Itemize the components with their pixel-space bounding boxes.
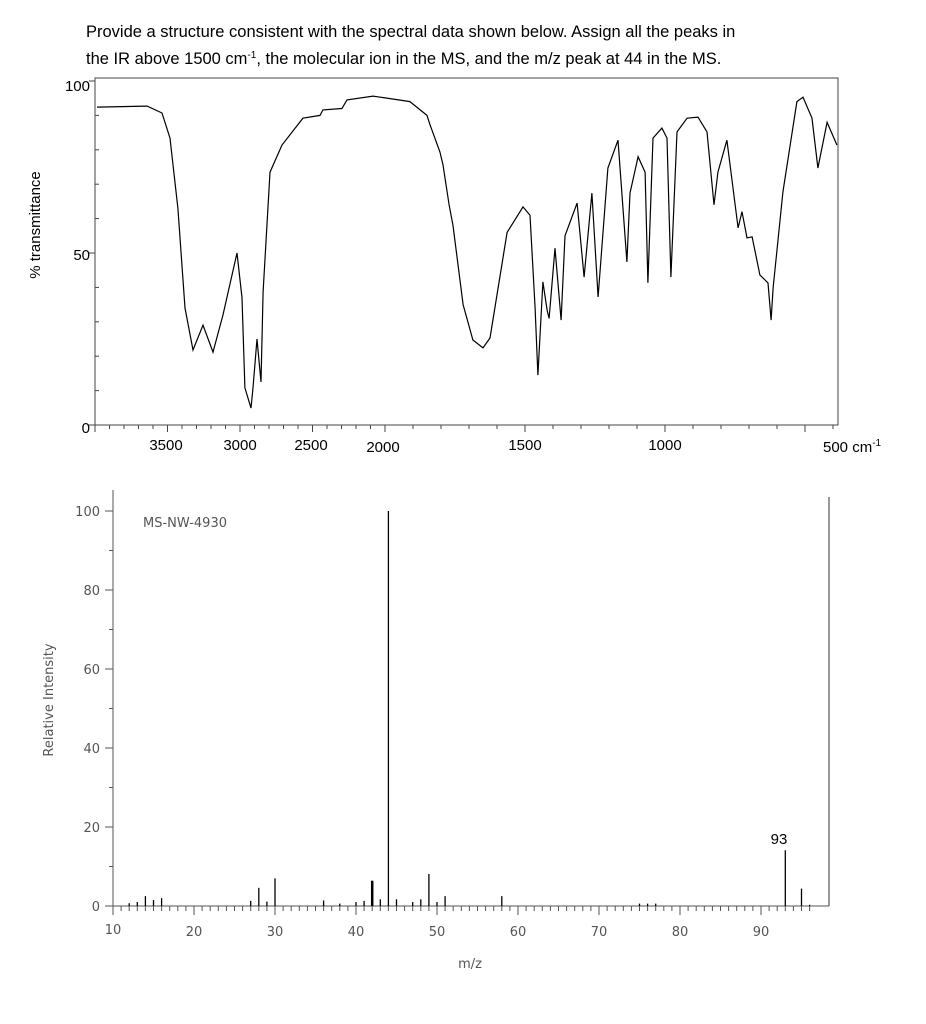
ir-x-unit-sup: -1 [872,438,881,449]
ir-x-tick-label-1500: 1500 [508,437,541,454]
ms-x-ticks: 10 20 30 40 50 60 70 80 90 [105,906,811,940]
ir-x-tick-label-2000: 2000 [366,439,399,456]
ir-x-tick-label-3500: 3500 [149,437,182,454]
ir-x-tick-label-500: 500 cm-1 [823,438,882,456]
question-line-2b: , the molecular ion in the MS, and the m… [256,50,722,68]
ms-peak-annotation-93: 93 [771,831,788,848]
ms-spectrum-code: MS-NW-4930 [143,516,227,531]
mass-spectrum-chart: 0 20 40 60 80 100 10 20 30 40 50 60 70 80 90 MS-NW-49… [42,490,830,972]
ms-x-tick-label: 70 [591,925,608,940]
question-line-2: the IR above 1500 cm-1, the molecular io… [86,46,721,69]
ir-y-axis-label: % transmittance [27,171,44,279]
ms-y-tick-label: 60 [83,663,100,678]
ms-x-tick-label: 50 [429,925,446,940]
ir-transmittance-line [96,95,838,409]
ms-y-tick-label: 20 [83,821,100,836]
ir-plot-frame [94,77,839,426]
ms-x-tick-label: 20 [186,925,203,940]
ir-x-tick-label-1000: 1000 [648,437,681,454]
ir-y-tick-label-0: 0 [82,420,90,437]
ir-x-tick-label-3000: 3000 [223,437,256,454]
ms-y-tick-label: 0 [92,900,100,915]
ms-x-tick-label: 90 [753,925,770,940]
ir-x-tick-label-2500: 2500 [294,437,327,454]
ir-spectrum-chart: 100 50 0 3500 3000 2500 2000 1500 1000 5… [27,77,882,456]
question-line-1: Provide a structure consistent with the … [86,23,736,41]
ir-y-tick-label-100: 100 [65,78,90,95]
ir-y-tick-label-50: 50 [73,247,90,264]
ir-x-unit-label: 500 cm [823,439,872,456]
ms-x-tick-label: 30 [267,925,284,940]
ms-x-tick-label: 80 [672,925,689,940]
ms-y-axis-label: Relative Intensity [42,643,57,756]
ir-y-ticks [89,80,99,426]
question-line-2a: the IR above 1500 cm [86,50,248,68]
ir-x-ticks [94,425,834,432]
ms-y-tick-label: 100 [75,505,100,520]
ms-y-tick-label: 80 [83,584,100,599]
ms-x-tick-label: 40 [348,925,365,940]
ms-x-axis-label: m/z [458,957,482,972]
question-line-2-sup: -1 [247,50,257,61]
ms-y-ticks: 0 20 40 60 80 100 [75,505,113,915]
ms-x-tick-label: 60 [510,925,527,940]
ms-peaks [128,511,811,906]
ms-y-tick-label: 40 [83,742,100,757]
ms-x-tick-label: 10 [105,923,122,938]
